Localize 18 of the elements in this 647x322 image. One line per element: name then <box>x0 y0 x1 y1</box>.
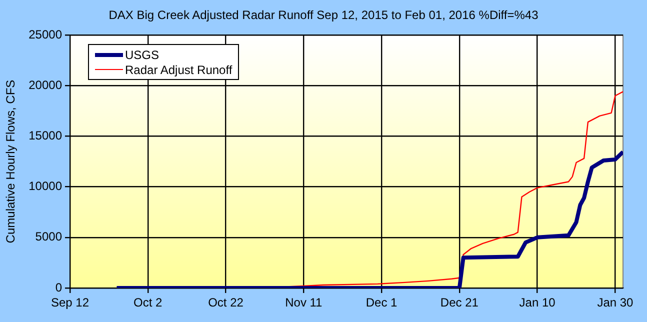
y-tick-label: 0 <box>55 280 62 294</box>
y-tick-label: 25000 <box>28 27 62 42</box>
y-tick-label: 5000 <box>35 230 62 244</box>
y-axis-title: Cumulative Hourly Flows, CFS <box>4 80 18 244</box>
legend-label: USGS <box>125 48 160 62</box>
x-tick-label: Oct 22 <box>208 296 244 310</box>
x-tick-label: Nov 11 <box>285 296 323 310</box>
x-tick-label: Jan 10 <box>519 296 556 310</box>
x-tick-label: Dec 1 <box>366 296 398 310</box>
x-tick-label: Oct 2 <box>134 296 163 310</box>
y-tick-label: 10000 <box>28 179 62 194</box>
y-tick-label: 20000 <box>28 78 62 92</box>
x-tick-label: Dec 21 <box>440 296 479 310</box>
y-tick-label: 15000 <box>28 128 62 143</box>
x-tick-label: Sep 12 <box>50 296 90 310</box>
chart-title: DAX Big Creek Adjusted Radar Runoff Sep 12, 2015 to Feb 01, 2016 %Diff=%43 <box>108 8 540 22</box>
legend-label: Radar Adjust Runoff <box>125 62 232 76</box>
x-tick-label: Jan 30 <box>597 296 634 310</box>
